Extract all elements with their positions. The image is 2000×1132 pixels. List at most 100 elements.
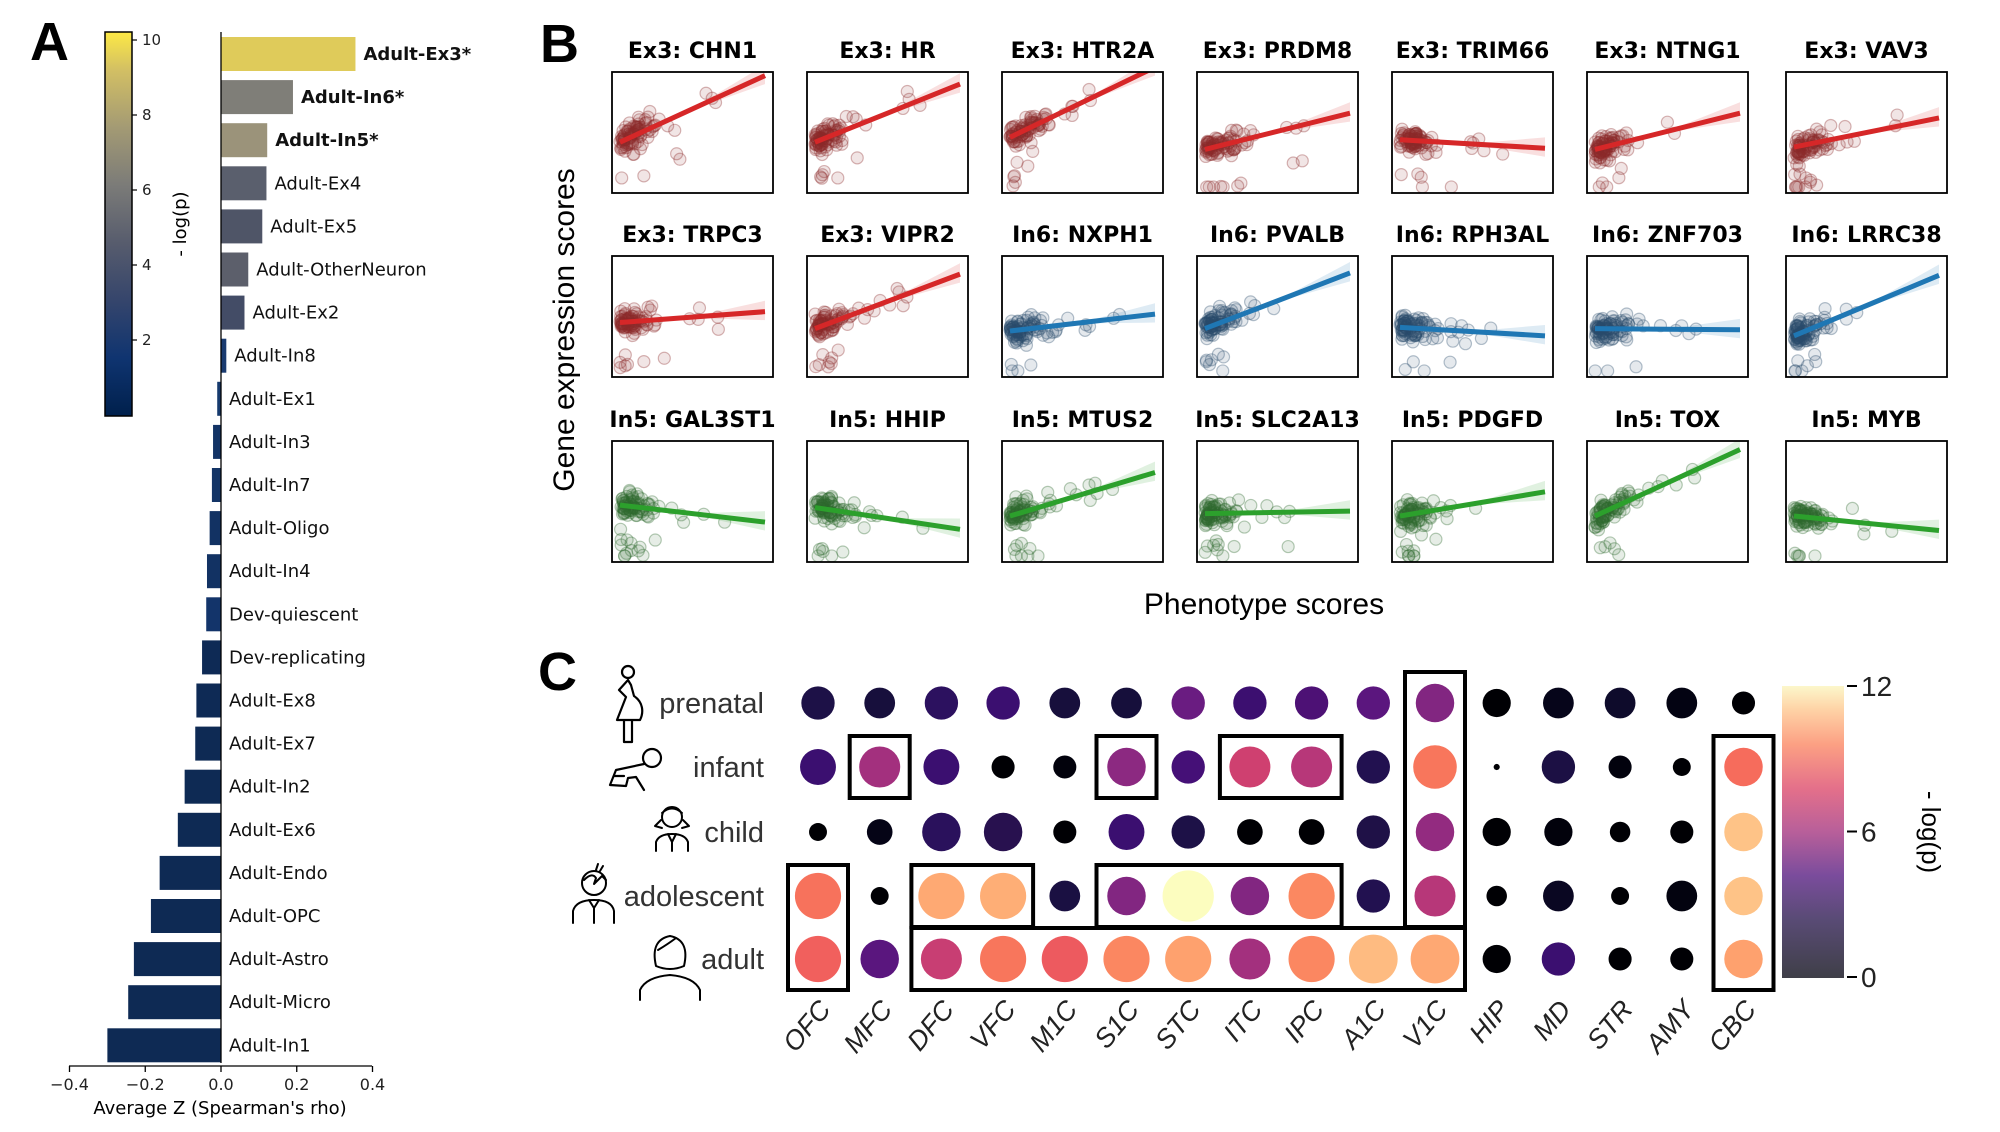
column-label-m1c: M1C [1024, 994, 1084, 1057]
scatter-point [1810, 178, 1824, 192]
scatter-point [636, 548, 650, 562]
scatter-point [1790, 549, 1804, 562]
dot-infant-dfc [923, 749, 960, 785]
bar-label: Adult-Ex6 [229, 820, 316, 841]
scatter-panel-title: Ex3: HTR2A [1011, 39, 1155, 64]
scatter-point [637, 355, 651, 369]
dot-adult-s1c [1103, 935, 1150, 983]
scatter-point [1419, 147, 1433, 162]
scatter-panel-in5-hhip: In5: HHIP [806, 408, 969, 563]
dot-adolescent-ipc [1288, 872, 1335, 920]
scatter-point [808, 307, 822, 321]
scatter-point [1210, 543, 1224, 557]
scatter-point [627, 147, 641, 161]
adolescent-boy-icon [572, 863, 615, 924]
scatter-point [618, 359, 632, 373]
colorbar-tick-label: 2 [142, 331, 152, 349]
scatter-point [1401, 544, 1415, 558]
scatter-point [1799, 334, 1814, 348]
scatter-point [1808, 549, 1822, 562]
bar-adult-endo [159, 855, 221, 890]
scatter-point [1845, 501, 1860, 515]
panel-c-colorbar [1782, 686, 1844, 978]
column-label-vfc: VFC [964, 994, 1022, 1055]
dot-prenatal-str [1604, 687, 1636, 719]
bar-adult-in6 [221, 80, 293, 115]
bar-adult-ex3 [221, 37, 356, 71]
scatter-point [1620, 333, 1634, 347]
dot-child-s1c [1108, 814, 1145, 850]
panel-b-y-axis-label: Gene expression scores [548, 168, 581, 492]
scatter-point [1295, 154, 1309, 168]
scatter-point [1596, 515, 1610, 529]
scatter-point [1021, 159, 1035, 173]
scatter-point [1007, 335, 1022, 349]
child-girl-icon [654, 806, 690, 852]
regression-line [1593, 447, 1742, 519]
scatter-point [1588, 520, 1602, 535]
bar-label: Adult-In6* [301, 87, 405, 108]
scatter-panel-frame [1001, 255, 1164, 378]
dot-prenatal-dfc [924, 686, 959, 720]
dot-prenatal-hip [1482, 688, 1511, 718]
scatter-point [1601, 364, 1615, 377]
scatter-point [1593, 541, 1607, 555]
scatter-point [825, 517, 839, 531]
scatter-panel-frame [806, 440, 969, 563]
scatter-point [1216, 305, 1230, 320]
scatter-point [1011, 333, 1025, 347]
regression-line [1399, 489, 1546, 519]
scatter-point [821, 117, 835, 131]
scatter-point [896, 299, 910, 313]
scatter-point [1395, 332, 1409, 346]
scatter-point [1415, 496, 1429, 510]
regression-line [1204, 110, 1351, 152]
scatter-point [816, 544, 830, 559]
scatter-point [1211, 537, 1225, 552]
scatter-point [828, 118, 842, 132]
dot-adolescent-amy [1666, 880, 1698, 912]
scatter-point [1808, 347, 1822, 362]
scatter-point [625, 490, 640, 504]
scatter-point [1429, 145, 1443, 159]
highlight-box [1711, 734, 1776, 992]
scatter-point [1286, 156, 1300, 170]
column-label-dfc: DFC [901, 994, 960, 1056]
dot-adult-vfc [980, 935, 1027, 983]
scatter-point [648, 533, 662, 547]
scatter-point [1260, 499, 1274, 513]
dot-infant-amy [1672, 758, 1691, 776]
scatter-point [815, 147, 829, 162]
bar-label: Adult-Micro [229, 992, 331, 1013]
scatter-panel-title: Ex3: VIPR2 [820, 223, 955, 248]
scatter-panel-title: Ex3: TRIM66 [1396, 39, 1550, 64]
scatter-point [813, 144, 827, 158]
dot-child-mfc [866, 819, 893, 845]
dot-adolescent-hip [1486, 885, 1507, 907]
scatter-point [627, 119, 641, 133]
dot-adolescent-md [1543, 880, 1574, 912]
scatter-point [1790, 150, 1805, 164]
regression-line [1793, 115, 1940, 150]
scatter-point [1838, 119, 1852, 134]
scatter-point [637, 169, 651, 183]
scatter-point [1799, 171, 1813, 185]
scatter-point [1614, 161, 1628, 175]
dot-child-vfc [983, 812, 1023, 852]
scatter-point [1199, 353, 1214, 367]
scatter-point [1237, 520, 1251, 534]
scatter-point [624, 536, 638, 550]
bar-adult-ex8 [196, 683, 221, 718]
scatter-point [1009, 139, 1023, 153]
row-label-adult: adult [701, 944, 764, 976]
dot-adolescent-m1c [1049, 880, 1081, 912]
scatter-point [1212, 304, 1226, 318]
scatter-point [1408, 520, 1422, 534]
highlight-box [1217, 734, 1344, 800]
dot-prenatal-stc [1171, 686, 1205, 720]
scatter-panel-in5-myb: In5: MYB [1785, 408, 1948, 563]
scatter-point [627, 302, 641, 316]
dot-infant-str [1608, 755, 1632, 779]
scatter-point [1593, 151, 1608, 165]
scatter-point [1024, 358, 1038, 372]
